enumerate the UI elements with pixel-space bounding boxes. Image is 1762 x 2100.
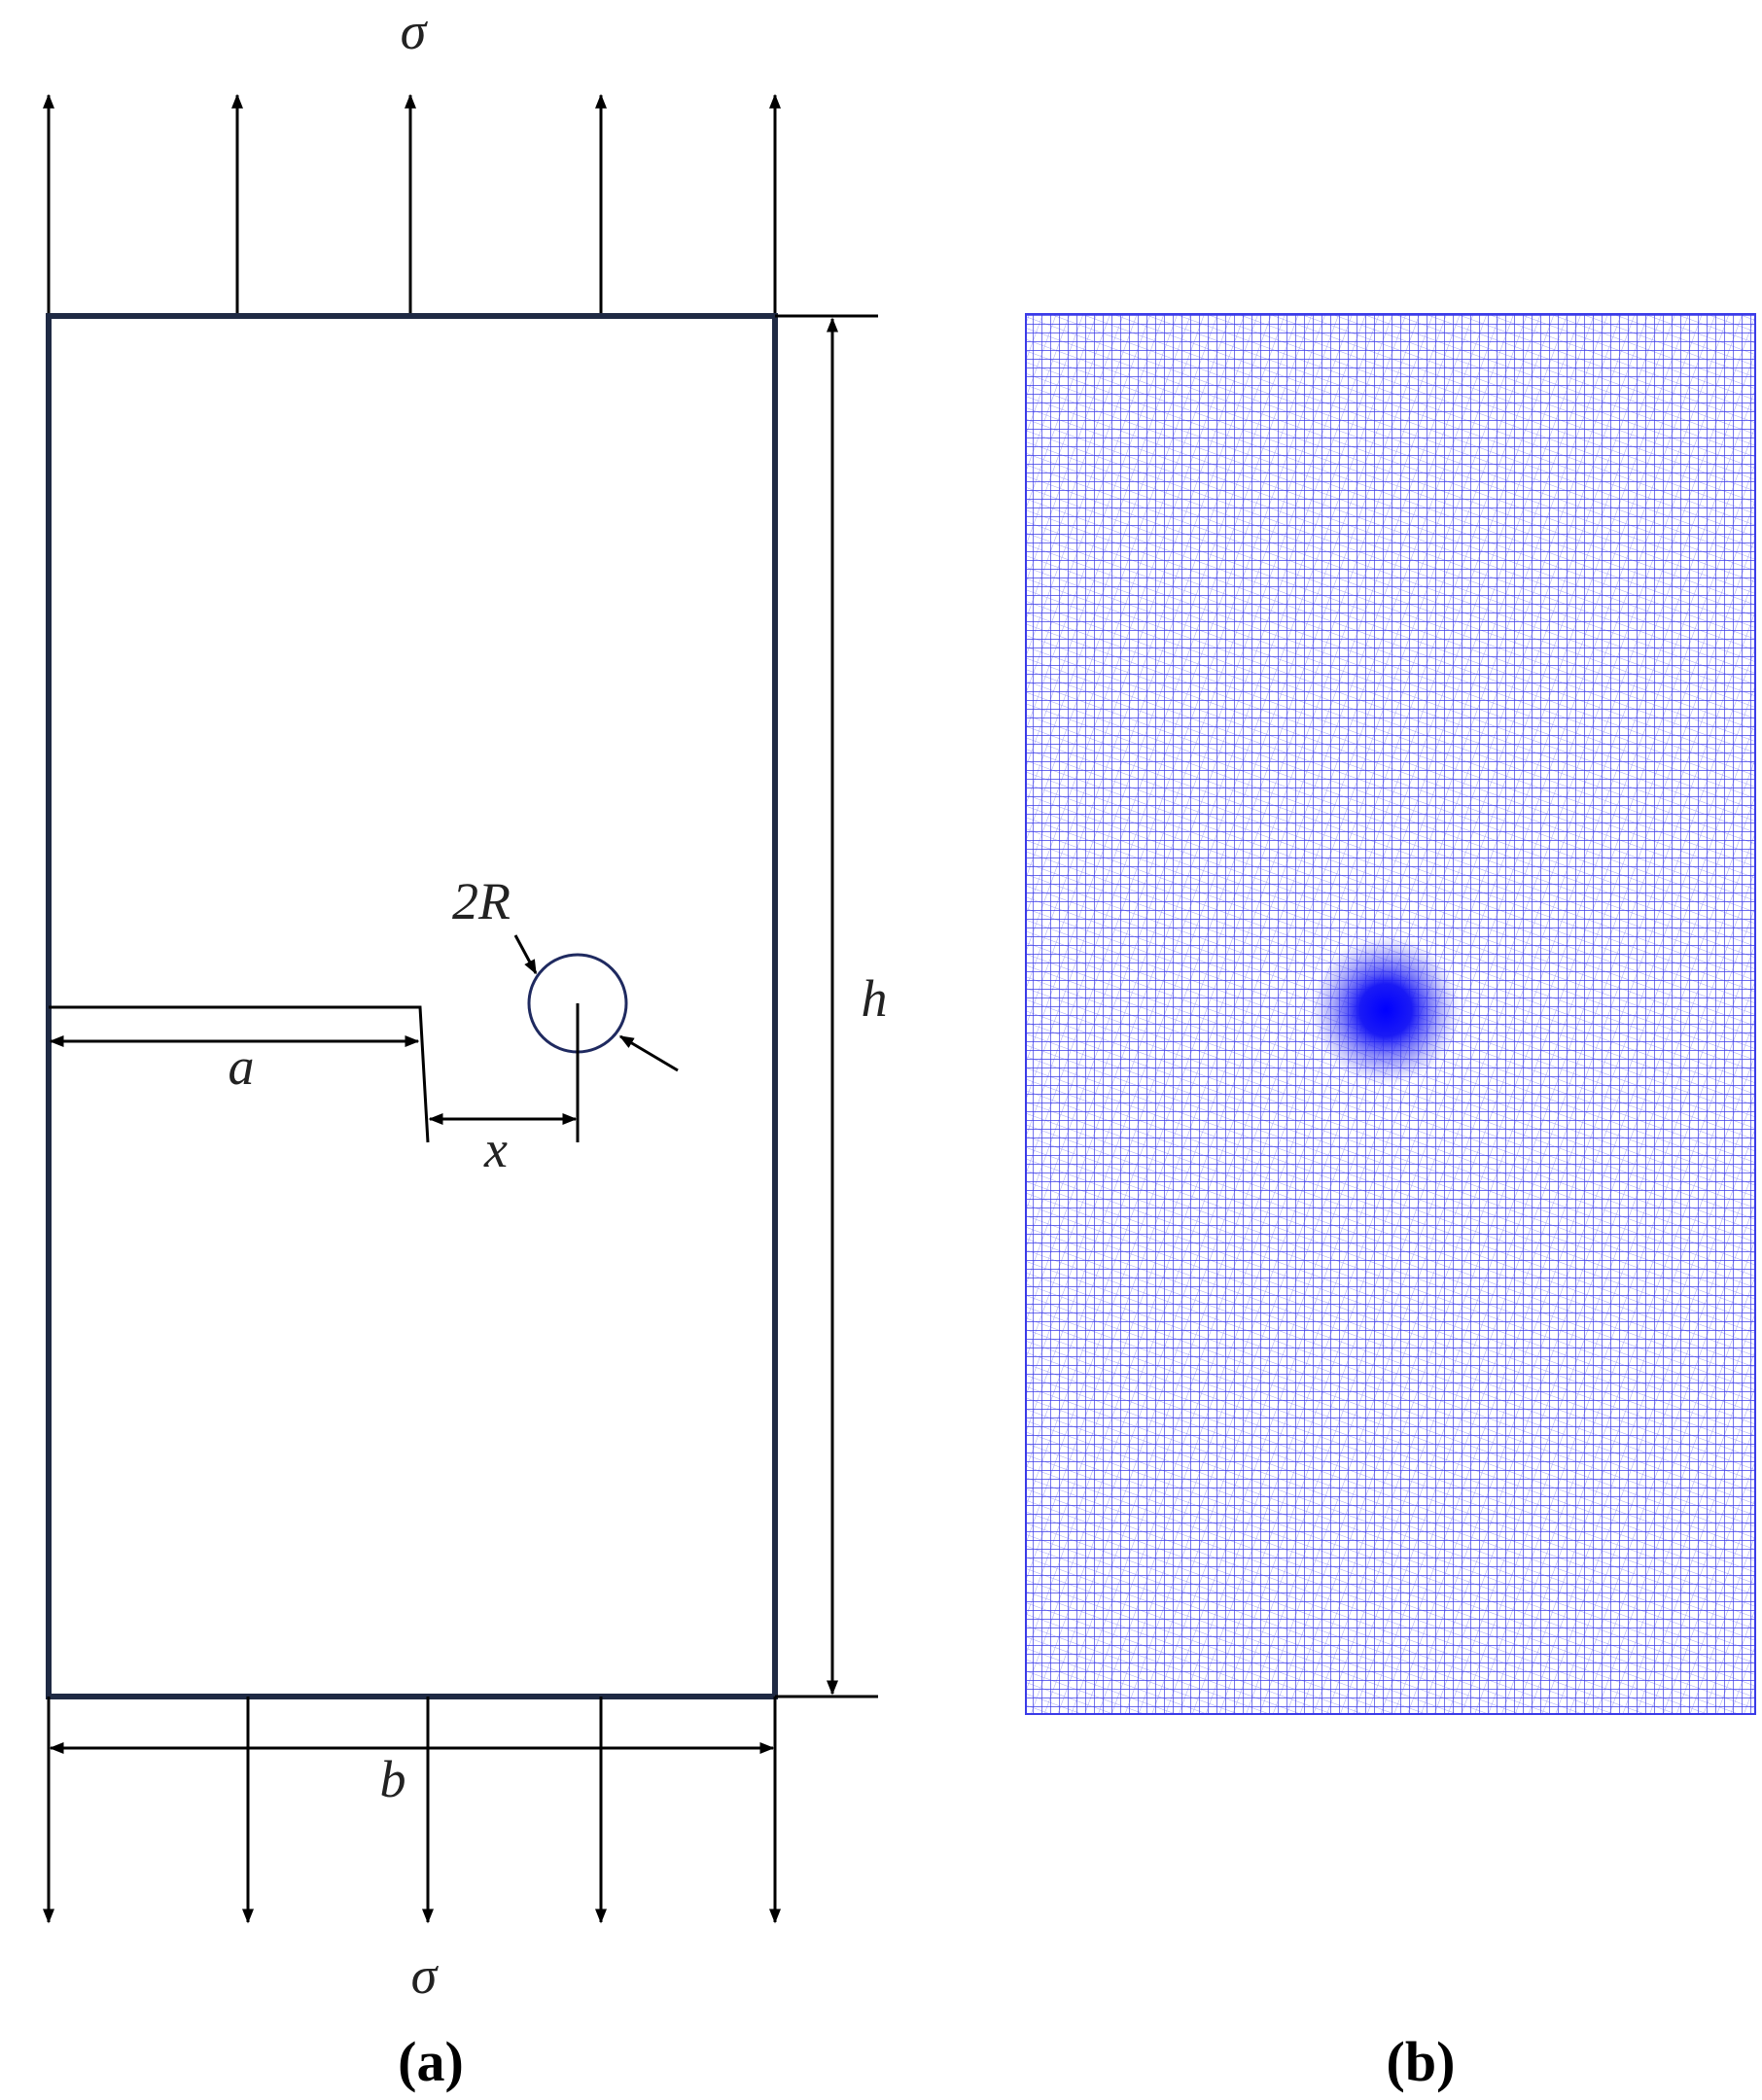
height-label: h [862,969,888,1028]
crack [49,1005,430,1143]
crack-label: a [229,1037,255,1096]
load-label: σ [411,1946,440,2005]
distance-label: x [483,1120,508,1178]
panel-b: (b) [1025,313,1756,2093]
mesh-refinement [1311,935,1461,1085]
hole-label: 2R [452,872,511,930]
load-label: σ [401,2,429,60]
mesh-border [1025,313,1756,1715]
pointer [618,1034,679,1072]
caption: (b) [1387,2030,1456,2093]
width-label: b [380,1750,406,1808]
caption: (a) [398,2030,464,2093]
load-arrows-bottom [43,1697,781,1924]
pointer [513,934,538,975]
load-arrows-top [43,93,781,316]
panel-a: σ σ a x 2R h b (a [43,2,888,2093]
